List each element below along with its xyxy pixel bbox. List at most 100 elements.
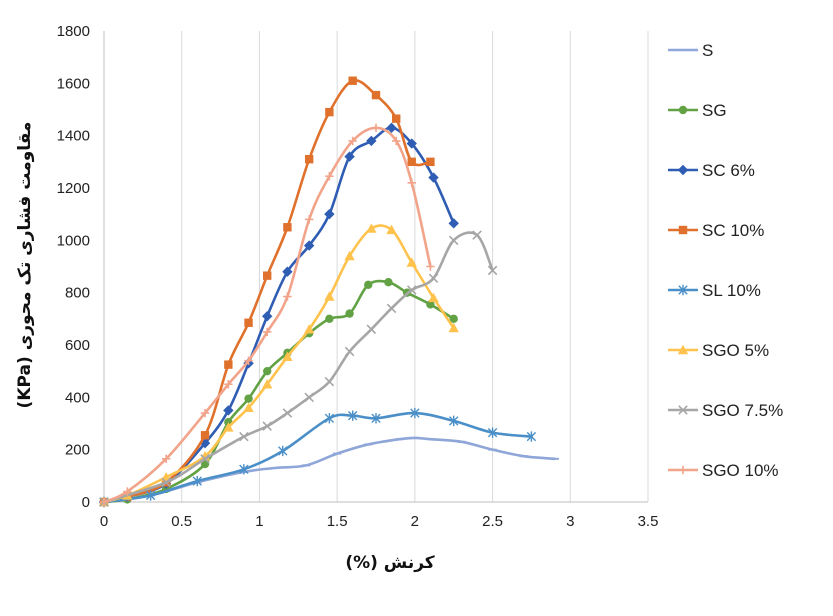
data-point — [263, 366, 272, 376]
data-point — [262, 311, 273, 322]
y-tick-label: 600 — [65, 337, 90, 354]
y-tick-label: 1200 — [57, 180, 90, 197]
data-point — [282, 351, 293, 361]
legend-swatch-marker — [677, 164, 689, 176]
y-tick-label: 800 — [65, 285, 90, 302]
data-point — [449, 415, 459, 427]
y-tick-label: 400 — [65, 389, 90, 406]
data-point — [426, 262, 435, 271]
data-point — [366, 324, 377, 335]
data-point — [161, 477, 171, 488]
y-tick-label: 200 — [65, 442, 90, 459]
data-point — [239, 431, 249, 442]
data-point — [348, 76, 357, 85]
data-point — [244, 394, 253, 403]
y-tick-label: 1600 — [57, 75, 90, 92]
series-lines — [98, 76, 559, 508]
series-line — [102, 436, 557, 504]
data-point — [303, 324, 315, 334]
legend-entry: SGO 5% — [668, 341, 769, 360]
data-point — [262, 379, 273, 389]
data-point — [472, 230, 482, 240]
data-point — [192, 475, 202, 487]
data-point — [386, 303, 397, 314]
data-point — [371, 413, 381, 424]
data-point — [487, 265, 498, 276]
data-point — [223, 405, 234, 416]
legend-swatch-marker — [678, 284, 688, 296]
data-point — [243, 402, 254, 412]
legend-label: SGO 7.5% — [702, 401, 783, 420]
legend-swatch-marker — [678, 405, 688, 415]
data-point — [200, 431, 210, 440]
data-point — [263, 271, 272, 280]
data-point — [364, 280, 373, 290]
tick-labels: 0 0.5 1 1.5 2 2.5 3 3.5 0 200 400 600 800 1000 1200 140… — [57, 23, 659, 530]
series-line — [102, 411, 533, 504]
data-point — [283, 292, 292, 301]
data-point — [262, 421, 272, 431]
legend-swatch-marker — [678, 105, 688, 115]
legend-entry: SGO 7.5% — [668, 401, 783, 420]
data-point — [244, 318, 253, 327]
data-point — [392, 114, 401, 123]
series-sgo-7-5- — [99, 230, 498, 507]
series-line — [102, 231, 494, 504]
legend-label: SL 10% — [702, 281, 761, 300]
data-point — [224, 360, 233, 369]
data-point — [410, 407, 420, 419]
data-point — [448, 322, 459, 333]
data-point — [324, 208, 335, 220]
data-point — [223, 422, 234, 432]
data-point — [282, 408, 293, 418]
series-line — [102, 78, 432, 504]
data-point — [406, 138, 417, 149]
data-point — [371, 123, 381, 133]
legend: S SG SC 6% SC 10% SL 10% SGO 5% SGO 7.5% SGO 10… — [668, 41, 783, 480]
data-point — [371, 90, 381, 100]
y-axis-title: مقاومت فشاری تک محوری (KPa) — [15, 122, 35, 409]
data-point — [407, 157, 416, 167]
x-tick-label: 3.5 — [638, 513, 659, 530]
legend-label: SG — [702, 101, 727, 120]
data-point — [384, 278, 393, 287]
grid — [181, 31, 649, 502]
series-line — [102, 224, 456, 504]
x-axis-title: کرنش (%) — [345, 553, 434, 573]
data-point — [366, 135, 377, 147]
legend-swatch-marker — [677, 344, 689, 355]
series-sgo-10- — [99, 123, 435, 507]
x-tick-label: 1 — [255, 513, 263, 530]
legend-label: SC 6% — [702, 161, 755, 180]
data-point — [161, 454, 171, 464]
data-point — [99, 497, 109, 507]
data-point — [406, 257, 417, 267]
data-point — [448, 235, 459, 246]
series-line — [102, 126, 432, 504]
legend-swatch-marker — [678, 225, 688, 235]
data-point — [344, 346, 355, 357]
series-sl-10- — [99, 407, 537, 508]
x-tick-label: 2.5 — [482, 513, 503, 530]
data-point — [386, 224, 397, 235]
data-point — [348, 136, 357, 146]
legend-entry: SL 10% — [668, 281, 761, 300]
x-tick-label: 1.5 — [327, 513, 348, 530]
data-point — [347, 410, 358, 421]
data-point — [426, 157, 435, 167]
axes — [103, 31, 648, 503]
legend-swatch-marker — [678, 465, 688, 475]
data-point — [406, 285, 417, 295]
y-tick-label: 1400 — [57, 128, 90, 145]
data-point — [200, 408, 210, 418]
y-tick-label: 1000 — [57, 232, 90, 249]
legend-entry: SC 6% — [668, 161, 755, 180]
data-point — [324, 376, 335, 387]
data-point — [526, 431, 537, 442]
legend-entry: SG — [668, 101, 727, 120]
data-point — [428, 172, 439, 183]
data-point — [324, 291, 335, 301]
data-point — [244, 356, 253, 365]
